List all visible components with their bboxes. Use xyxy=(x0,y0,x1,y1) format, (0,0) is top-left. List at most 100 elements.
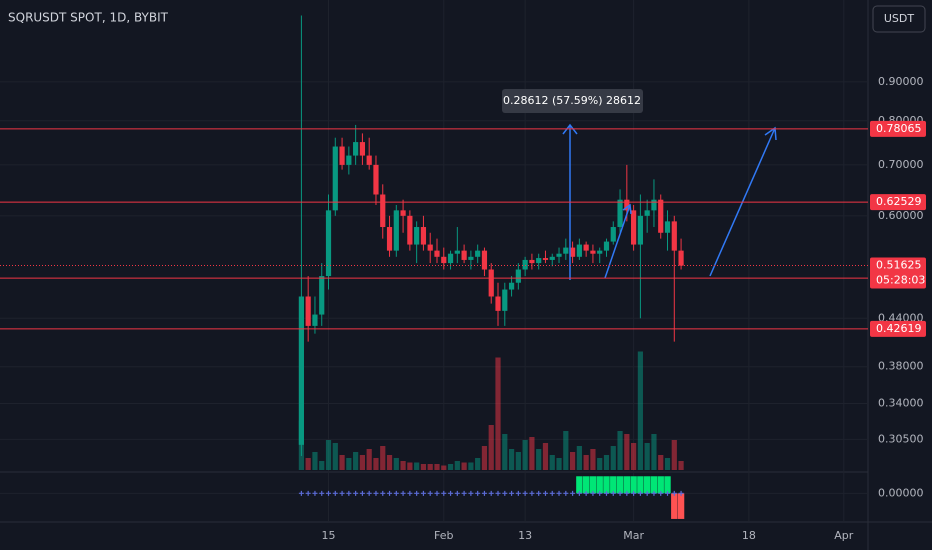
candle-body xyxy=(624,199,630,211)
indicator-marker xyxy=(475,490,481,496)
measure-label: 0.28612 (57.59%) 28612 xyxy=(503,94,641,107)
indicator-marker xyxy=(373,490,379,496)
indicator-marker xyxy=(298,490,304,496)
indicator-bar xyxy=(589,476,597,494)
volume-bar xyxy=(631,443,637,470)
indicator-bar xyxy=(623,476,631,494)
volume-bar xyxy=(475,458,481,470)
x-tick-label: Mar xyxy=(623,529,644,542)
volume-bar xyxy=(644,443,650,470)
currency-button[interactable] xyxy=(872,5,926,33)
level-label-box xyxy=(870,194,926,211)
volume-bar xyxy=(529,437,535,470)
volume-bar xyxy=(481,446,488,470)
candle-body xyxy=(678,250,684,266)
volume-bar xyxy=(590,449,596,470)
candle-body xyxy=(617,199,623,228)
candle-body xyxy=(549,256,555,260)
indicator-marker xyxy=(434,490,440,496)
level-label: 0.42619 xyxy=(876,322,922,335)
indicator-marker xyxy=(366,490,372,496)
volume-bar xyxy=(454,461,460,470)
indicator-marker xyxy=(671,490,677,496)
indicator-bar xyxy=(596,476,603,494)
volume-bar xyxy=(549,455,555,470)
candle-body xyxy=(610,227,616,242)
indicator-marker xyxy=(570,490,576,496)
x-tick-label: Feb xyxy=(434,529,453,542)
indicator-marker xyxy=(665,490,671,496)
last-price-label: 0.51625 xyxy=(876,258,922,271)
candle-body xyxy=(658,199,664,233)
level-label-box xyxy=(870,320,926,337)
volume-bar xyxy=(332,443,338,470)
x-tick-label: Apr xyxy=(834,529,854,542)
volume-bar xyxy=(671,440,677,470)
currency-label[interactable]: USDT xyxy=(884,12,915,25)
candle-body xyxy=(393,210,399,251)
indicator-marker xyxy=(542,490,548,496)
candle-body xyxy=(346,155,352,165)
x-tick-label: 15 xyxy=(322,529,336,542)
indicator-marker xyxy=(414,490,420,496)
y-tick-label: 0.34000 xyxy=(878,396,924,409)
candle-body xyxy=(671,221,677,251)
indicator-marker xyxy=(576,490,582,496)
candle-body xyxy=(651,199,657,211)
candle-body xyxy=(339,146,345,165)
y-tick-label: 0.70000 xyxy=(878,158,924,171)
volume-bar xyxy=(400,461,406,470)
indicator-marker xyxy=(305,490,311,496)
volume-bar xyxy=(597,458,603,470)
arrow-head xyxy=(622,203,632,215)
candle-body xyxy=(441,256,447,264)
volume-bar xyxy=(441,465,447,470)
volume-bar xyxy=(393,458,399,470)
indicator-marker xyxy=(631,490,637,496)
candle-body xyxy=(434,250,440,257)
indicator-marker xyxy=(658,490,664,496)
candle-body xyxy=(481,250,488,270)
last-price-box xyxy=(870,257,926,289)
candle-body xyxy=(569,247,576,257)
volume-bar xyxy=(407,462,413,470)
indicator-marker xyxy=(407,490,413,496)
arrow-head xyxy=(764,126,777,141)
candle-body xyxy=(590,250,596,254)
candle-body xyxy=(332,146,338,211)
indicator-marker xyxy=(549,490,555,496)
candle-body xyxy=(366,155,372,165)
volume-bar xyxy=(366,449,372,470)
volume-bar xyxy=(319,461,325,470)
volume-bar xyxy=(447,464,454,470)
candle-body xyxy=(386,227,393,251)
volume-bar xyxy=(624,434,630,470)
indicator-bar xyxy=(576,476,583,494)
indicator-marker xyxy=(339,490,345,496)
indicator-marker xyxy=(441,490,447,496)
volume-bar xyxy=(508,449,515,470)
indicator-marker xyxy=(495,490,501,496)
volume-bar xyxy=(312,452,318,470)
indicator-bar xyxy=(657,476,664,494)
candle-body xyxy=(488,269,494,297)
indicator-marker xyxy=(597,490,603,496)
candle-body xyxy=(536,258,542,264)
candle-body xyxy=(312,314,318,326)
candle-body xyxy=(603,241,610,251)
indicator-bar xyxy=(582,476,590,494)
candle-body xyxy=(359,142,366,156)
indicator-bar xyxy=(650,476,658,494)
indicator-marker xyxy=(359,490,365,496)
indicator-marker xyxy=(617,490,623,496)
volume-bar xyxy=(664,458,671,470)
volume-bar xyxy=(346,458,352,470)
volume-bar xyxy=(468,462,474,470)
marks xyxy=(298,15,685,519)
level-label: 0.78065 xyxy=(876,122,922,135)
candle-body xyxy=(556,253,562,257)
indicator-marker xyxy=(522,490,528,496)
arrow-head xyxy=(562,123,578,135)
